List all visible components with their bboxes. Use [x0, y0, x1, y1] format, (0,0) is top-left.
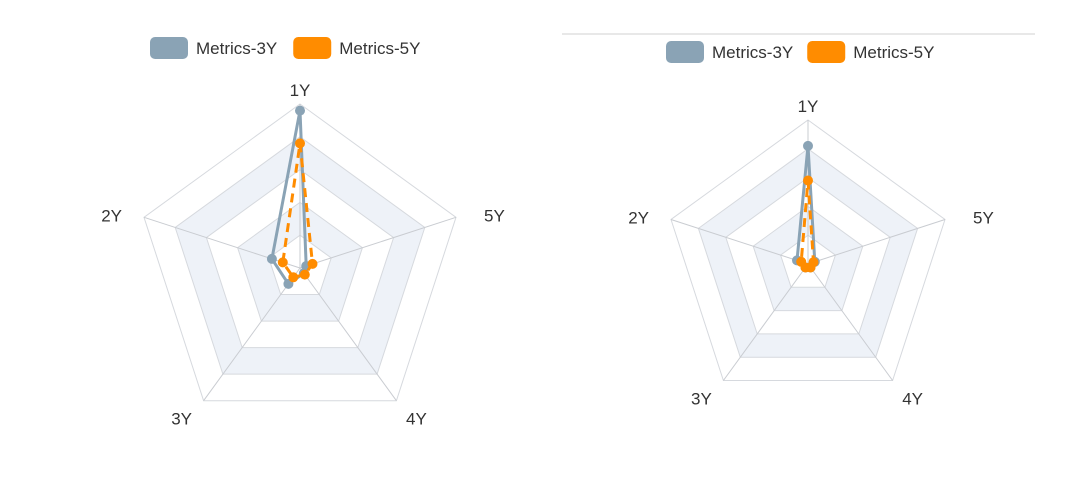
legend-label-Metrics-3Y[interactable]: Metrics-3Y: [712, 43, 793, 62]
legend-swatch-Metrics-3Y[interactable]: [666, 41, 704, 63]
radar-grid-ring-4: [697, 148, 919, 358]
radar-point-Metrics-5Y-2Y[interactable]: [277, 257, 288, 268]
radar-grid-ring-2: [752, 205, 864, 312]
legend-swatch-Metrics-5Y[interactable]: [807, 41, 846, 63]
radar-indicator-label-1Y: 1Y: [290, 81, 311, 100]
legend-swatch-Metrics-5Y[interactable]: [293, 37, 332, 59]
radar-axis-4Y: [807, 263, 894, 381]
radar-point-Metrics-5Y-3Y[interactable]: [288, 272, 299, 283]
radar-axis-5Y: [299, 216, 457, 269]
radar-point-Metrics-5Y-1Y[interactable]: [295, 138, 305, 149]
legend-label-Metrics-5Y[interactable]: Metrics-5Y: [853, 43, 934, 62]
legend-label-Metrics-3Y[interactable]: Metrics-3Y: [196, 39, 277, 58]
radar-axis-3Y: [203, 267, 301, 401]
radar-axis-2Y: [670, 219, 809, 265]
radar-grid-ring-5: [143, 103, 457, 402]
radar-indicator-label-4Y: 4Y: [902, 390, 923, 409]
radar-point-Metrics-3Y-1Y[interactable]: [803, 140, 813, 151]
radar-chart-right: 1Y 5Y 4Y 3Y 2Y Metrics-3Y Metrics-5Y: [628, 41, 994, 409]
radar-grid-ring-3: [205, 168, 395, 349]
radar-indicator-label-2Y: 2Y: [101, 206, 122, 225]
radar-grid-ring-4: [174, 136, 426, 375]
radar-grid-ring-2: [237, 201, 363, 322]
radar-axis-3Y: [722, 263, 809, 381]
radar-series-line-Metrics-5Y: [281, 141, 314, 279]
radar-indicator-label-3Y: 3Y: [171, 410, 192, 429]
radar-indicator-label-2Y: 2Y: [628, 209, 649, 228]
legend-swatch-Metrics-3Y[interactable]: [150, 37, 188, 59]
radar-grid-ring-5: [670, 119, 946, 381]
radar-axis-4Y: [299, 267, 397, 401]
radar-axis-5Y: [807, 219, 946, 265]
radar-indicator-label-4Y: 4Y: [406, 410, 427, 429]
radar-indicator-label-5Y: 5Y: [973, 209, 994, 228]
radar-chart-left: 1Y 5Y 4Y 3Y 2Y Metrics-3Y Metrics-5Y: [101, 37, 505, 429]
legend-label-Metrics-5Y[interactable]: Metrics-5Y: [339, 39, 420, 58]
radar-point-Metrics-5Y-4Y[interactable]: [299, 269, 310, 280]
radar-point-Metrics-3Y-1Y[interactable]: [295, 105, 305, 116]
radar-grid-ring-1: [780, 234, 836, 288]
radar-indicator-label-1Y: 1Y: [798, 97, 819, 116]
radar-indicator-label-5Y: 5Y: [484, 206, 505, 225]
radar-point-Metrics-5Y-2Y[interactable]: [796, 256, 807, 267]
radar-point-Metrics-5Y-1Y[interactable]: [803, 175, 813, 186]
radar-point-Metrics-5Y-5Y[interactable]: [307, 258, 318, 269]
radar-indicator-label-3Y: 3Y: [691, 390, 712, 409]
radar-grid-ring-3: [725, 176, 891, 335]
radar-point-Metrics-3Y-2Y[interactable]: [266, 253, 277, 264]
